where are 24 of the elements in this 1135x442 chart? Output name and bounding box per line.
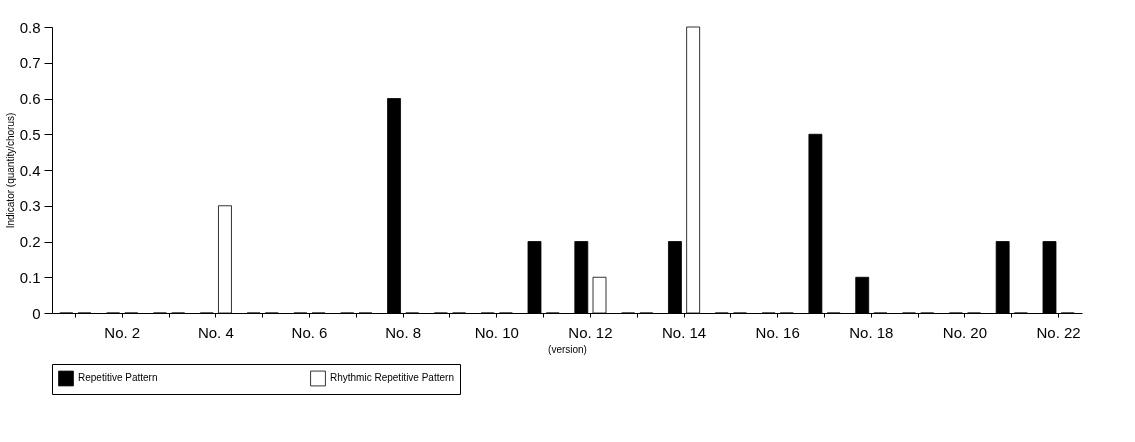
y-tick-label: 0	[32, 304, 41, 322]
legend-label: Repetitive Pattern	[78, 372, 158, 384]
y-axis-title: Indicator (quantity/chorus)	[4, 112, 16, 229]
x-tick-label: No. 4	[197, 323, 234, 341]
y-tick-label: 0.6	[19, 90, 41, 107]
x-tick-label: No. 22	[1036, 323, 1081, 341]
y-tick-label: 0.1	[19, 268, 41, 286]
x-tick-label: No. 2	[104, 323, 141, 341]
x-tick-label: No. 16	[755, 323, 800, 341]
legend-label: Rhythmic Repetitive Pattern	[330, 372, 454, 384]
x-axis-title: (version)	[548, 343, 587, 355]
x-tick-label: No. 8	[385, 323, 422, 341]
y-tick-label: 0.7	[19, 54, 41, 72]
x-tick-label: No. 6	[291, 323, 328, 341]
x-tick-label: No. 20	[942, 323, 988, 341]
y-tick-label: 0.8	[19, 18, 41, 36]
y-tick-label: 0.2	[19, 233, 41, 250]
x-tick-label: No. 10	[474, 323, 519, 341]
x-tick-label: No. 18	[849, 323, 894, 341]
x-tick-label: No. 12	[568, 323, 613, 341]
y-tick-label: 0.3	[19, 197, 41, 215]
x-tick-label: No. 14	[661, 323, 707, 341]
y-tick-label: 0.5	[19, 125, 41, 143]
y-tick-label: 0.4	[19, 161, 41, 179]
